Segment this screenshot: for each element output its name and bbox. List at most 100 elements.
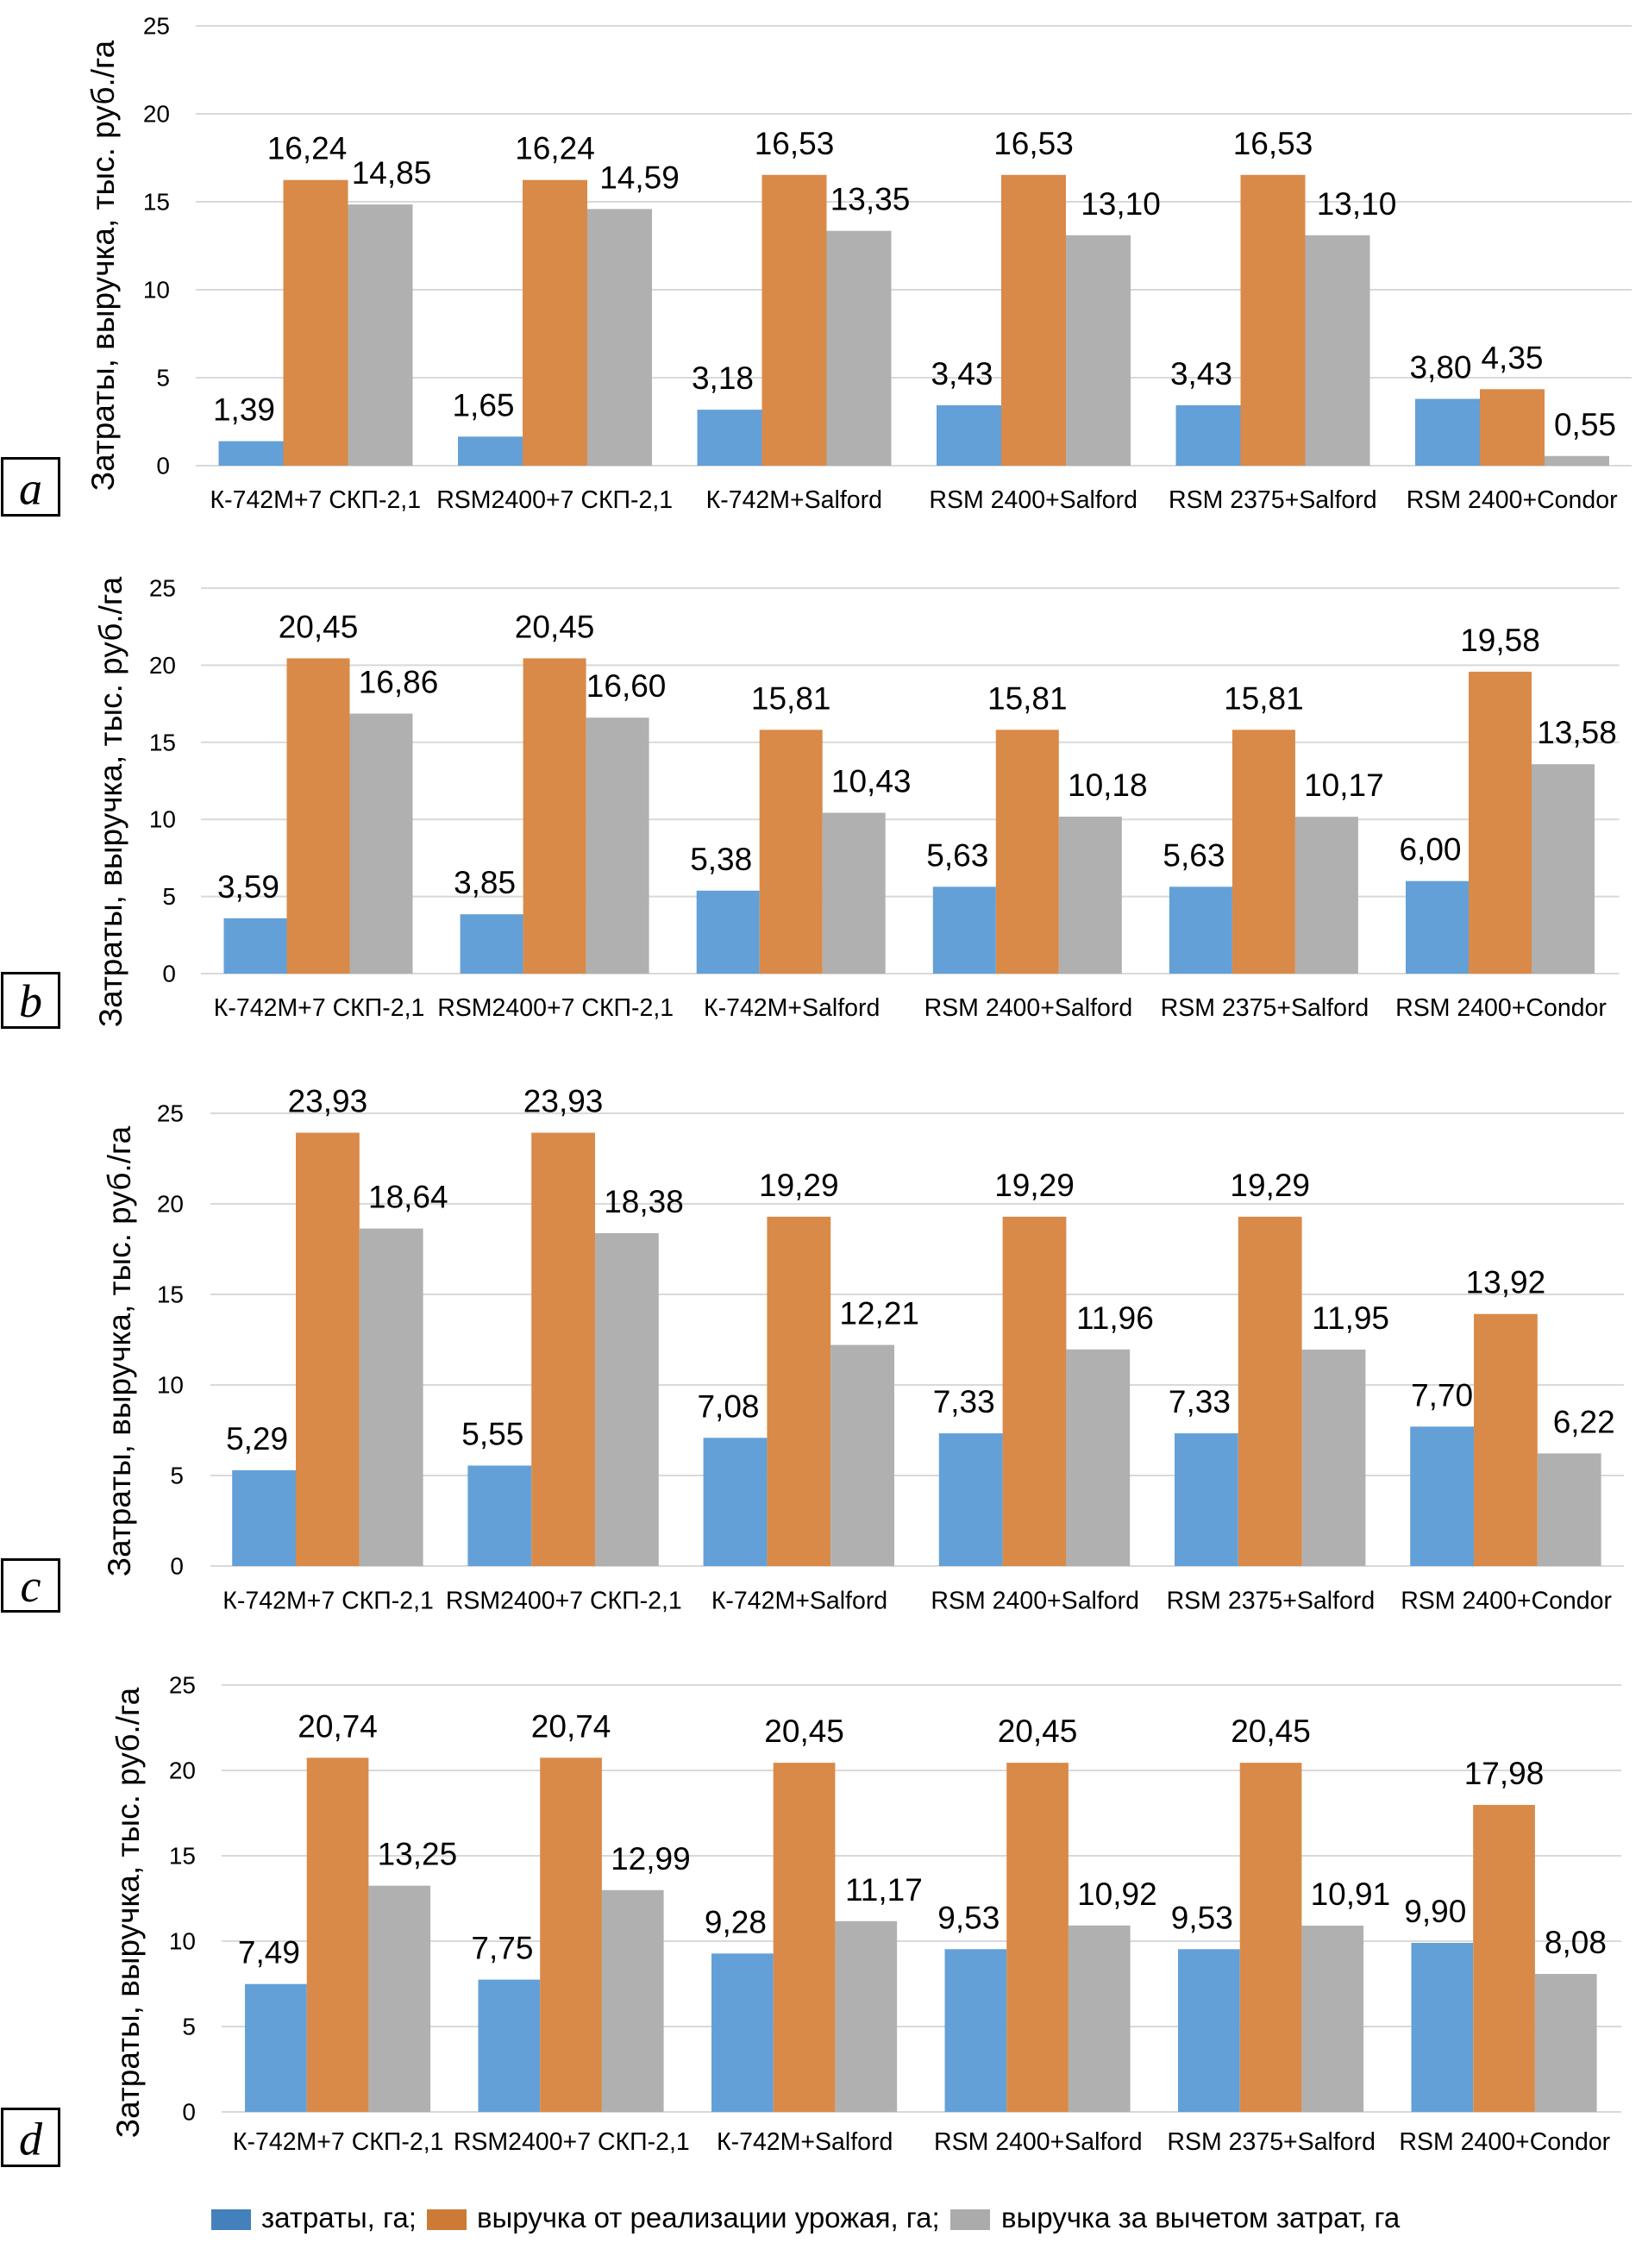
svg-text:RSM2400+7 СКП-2,1: RSM2400+7 СКП-2,1 [446, 1588, 682, 1615]
svg-text:13,25: 13,25 [378, 1837, 458, 1872]
svg-text:3,18: 3,18 [692, 360, 754, 396]
svg-text:20,45: 20,45 [279, 609, 359, 644]
svg-text:14,59: 14,59 [599, 160, 680, 195]
svg-text:RSM2400+7 СКП-2,1: RSM2400+7 СКП-2,1 [454, 2128, 690, 2156]
svg-text:19,58: 19,58 [1460, 623, 1540, 658]
svg-text:5: 5 [162, 883, 176, 910]
svg-text:RSM 2400+Salford: RSM 2400+Salford [934, 2128, 1143, 2156]
svg-text:выручка за вычетом затрат, га: выручка за вычетом затрат, га [1001, 2202, 1401, 2234]
svg-text:RSM 2375+Salford: RSM 2375+Salford [1167, 1588, 1376, 1615]
svg-text:15: 15 [149, 729, 176, 755]
svg-text:12,21: 12,21 [839, 1296, 919, 1331]
svg-text:4,35: 4,35 [1481, 340, 1543, 375]
svg-text:RSM 2400+Condor: RSM 2400+Condor [1399, 2128, 1610, 2156]
svg-text:0: 0 [162, 961, 176, 987]
svg-text:15,81: 15,81 [1224, 680, 1304, 716]
svg-text:Затраты, выручка, тыс. руб./га: Затраты, выручка, тыс. руб./га [85, 40, 121, 491]
svg-text:25: 25 [143, 13, 170, 40]
svg-text:3,43: 3,43 [1170, 356, 1232, 392]
svg-text:10: 10 [157, 1372, 184, 1399]
svg-text:25: 25 [149, 575, 176, 602]
svg-text:20: 20 [169, 1757, 196, 1784]
svg-text:11,95: 11,95 [1312, 1300, 1389, 1336]
svg-text:19,29: 19,29 [994, 1168, 1075, 1203]
svg-text:20,45: 20,45 [764, 1714, 844, 1749]
svg-text:11,17: 11,17 [845, 1872, 923, 1908]
svg-text:7,75: 7,75 [471, 1931, 533, 1966]
svg-text:18,64: 18,64 [368, 1180, 448, 1215]
svg-text:16,24: 16,24 [267, 131, 348, 166]
svg-text:23,93: 23,93 [288, 1084, 368, 1119]
svg-text:5,63: 5,63 [926, 837, 988, 873]
svg-text:20,45: 20,45 [515, 609, 595, 644]
svg-text:20,45: 20,45 [1231, 1714, 1311, 1749]
svg-text:К-742М+7 СКП-2,1: К-742М+7 СКП-2,1 [222, 1588, 434, 1615]
svg-text:3,43: 3,43 [931, 356, 993, 392]
svg-text:16,24: 16,24 [515, 131, 595, 166]
svg-text:0: 0 [156, 453, 170, 479]
svg-text:10,92: 10,92 [1077, 1876, 1157, 1912]
svg-text:3,80: 3,80 [1409, 350, 1471, 385]
svg-text:c: c [21, 1560, 41, 1612]
svg-text:7,33: 7,33 [1169, 1384, 1231, 1419]
svg-text:К-742М+7 СКП-2,1: К-742М+7 СКП-2,1 [210, 486, 422, 514]
svg-text:5: 5 [156, 365, 170, 392]
svg-text:15,81: 15,81 [987, 680, 1068, 716]
svg-text:К-742M+Salford: К-742M+Salford [717, 2128, 893, 2156]
svg-text:14,85: 14,85 [352, 155, 432, 191]
svg-text:18,38: 18,38 [604, 1184, 684, 1219]
svg-text:10: 10 [149, 806, 176, 833]
svg-text:20,45: 20,45 [998, 1714, 1078, 1749]
svg-text:5: 5 [182, 2014, 196, 2040]
svg-text:23,93: 23,93 [523, 1084, 604, 1119]
svg-text:RSM 2400+Condor: RSM 2400+Condor [1395, 994, 1607, 1022]
svg-text:9,53: 9,53 [937, 1900, 1000, 1935]
svg-text:К-742М+7 СКП-2,1: К-742М+7 СКП-2,1 [233, 2128, 444, 2156]
svg-text:20: 20 [157, 1191, 184, 1218]
svg-text:RSM2400+7 СКП-2,1: RSM2400+7 СКП-2,1 [437, 994, 674, 1022]
svg-text:11,96: 11,96 [1076, 1300, 1154, 1336]
svg-text:5,63: 5,63 [1163, 837, 1225, 873]
svg-text:10: 10 [143, 277, 170, 304]
svg-text:9,53: 9,53 [1171, 1900, 1233, 1935]
svg-text:15,81: 15,81 [751, 680, 831, 716]
svg-text:К-742М+7 СКП-2,1: К-742М+7 СКП-2,1 [214, 994, 425, 1022]
svg-text:20: 20 [149, 652, 176, 679]
svg-text:16,60: 16,60 [586, 668, 667, 704]
svg-text:10,18: 10,18 [1068, 767, 1148, 803]
svg-text:К-742M+Salford: К-742M+Salford [706, 486, 882, 514]
svg-text:d: d [19, 2114, 43, 2165]
svg-text:5: 5 [170, 1463, 184, 1489]
svg-text:7,33: 7,33 [933, 1384, 995, 1419]
svg-text:9,90: 9,90 [1404, 1894, 1466, 1929]
svg-text:20,74: 20,74 [531, 1708, 611, 1744]
svg-text:5,29: 5,29 [226, 1421, 288, 1457]
svg-text:К-742M+Salford: К-742M+Salford [704, 994, 880, 1022]
svg-text:0: 0 [182, 2099, 196, 2126]
svg-text:RSM 2400+Salford: RSM 2400+Salford [924, 994, 1133, 1022]
svg-text:15: 15 [143, 189, 170, 216]
svg-text:16,53: 16,53 [755, 126, 835, 161]
svg-text:15: 15 [157, 1281, 184, 1308]
svg-text:12,99: 12,99 [611, 1841, 691, 1876]
svg-text:19,29: 19,29 [759, 1168, 839, 1203]
svg-text:RSM 2375+Salford: RSM 2375+Salford [1167, 2128, 1376, 2156]
svg-text:RSM 2375+Salford: RSM 2375+Salford [1161, 994, 1369, 1022]
svg-text:выручка от реализации урожая,: выручка от реализации урожая, га; [477, 2202, 940, 2234]
svg-text:16,86: 16,86 [359, 665, 439, 700]
svg-text:19,29: 19,29 [1230, 1168, 1310, 1203]
svg-text:Затраты, выручка, тыс. руб./га: Затраты, выручка, тыс. руб./га [102, 1125, 137, 1576]
svg-text:9,28: 9,28 [705, 1904, 767, 1939]
svg-text:10: 10 [169, 1928, 196, 1955]
svg-text:затраты, га;: затраты, га; [261, 2202, 417, 2234]
svg-text:RSM 2400+Salford: RSM 2400+Salford [931, 1588, 1139, 1615]
svg-text:RSM 2375+Salford: RSM 2375+Salford [1169, 486, 1377, 514]
svg-text:13,10: 13,10 [1317, 186, 1397, 222]
svg-text:b: b [19, 975, 42, 1027]
svg-text:7,49: 7,49 [238, 1935, 300, 1970]
svg-text:8,08: 8,08 [1545, 1925, 1607, 1960]
svg-text:3,85: 3,85 [454, 865, 516, 900]
svg-text:25: 25 [157, 1100, 184, 1127]
svg-text:3,59: 3,59 [217, 869, 279, 905]
svg-text:16,53: 16,53 [993, 126, 1074, 161]
